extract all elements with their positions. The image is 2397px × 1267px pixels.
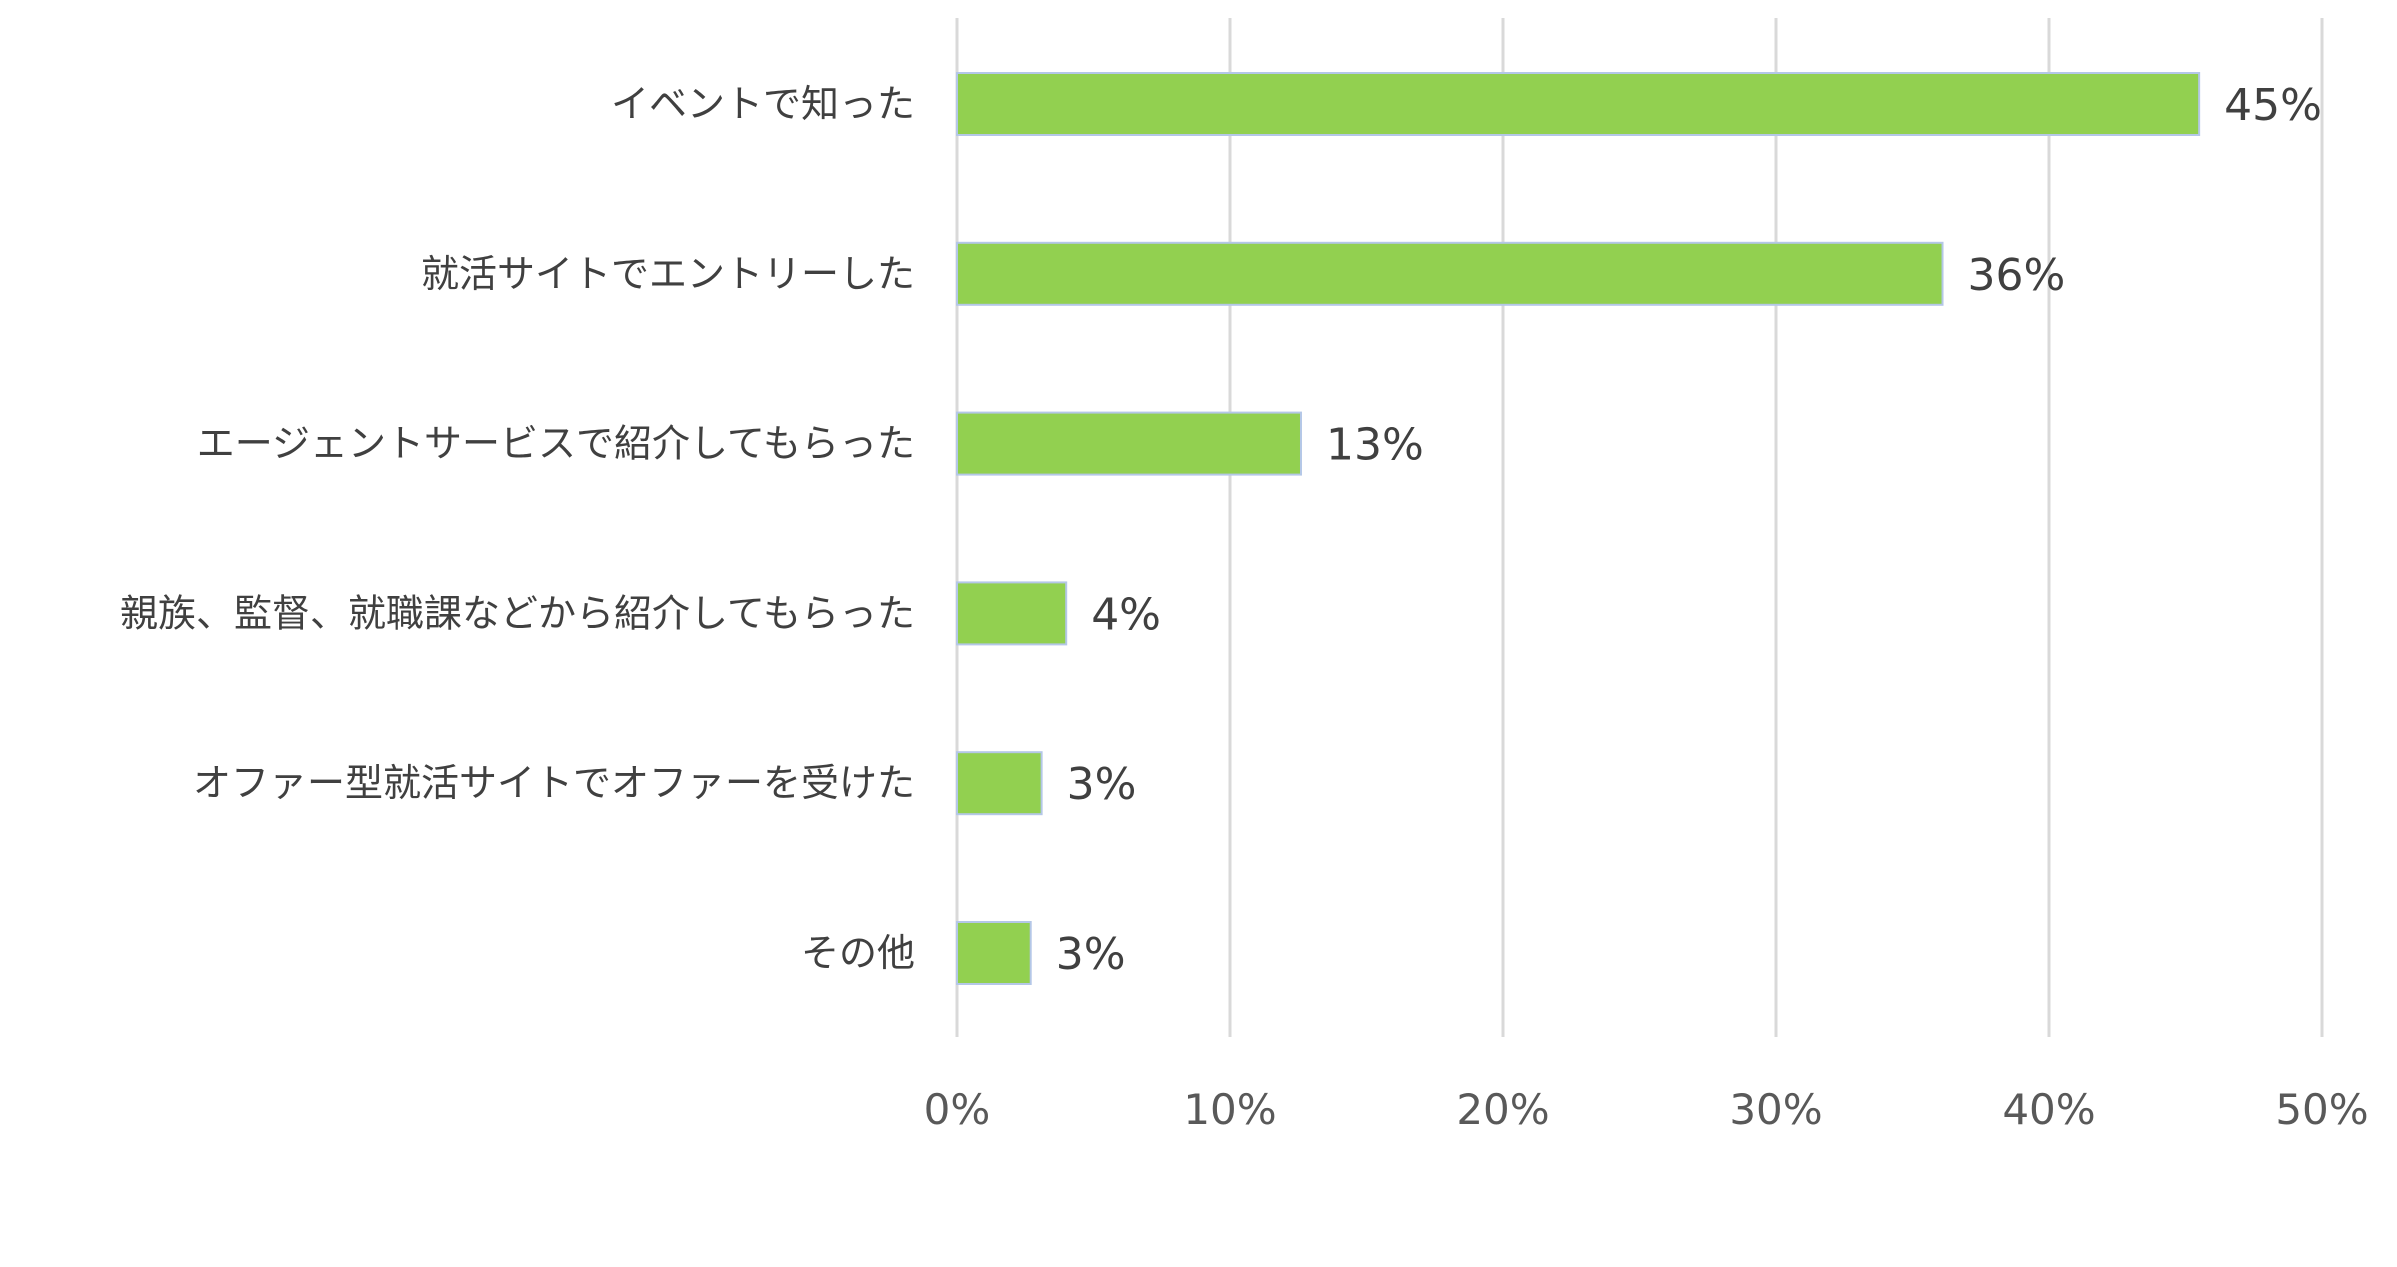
category-label: その他	[801, 931, 915, 975]
category-labels: イベントで知った就活サイトでエントリーしたエージェントサービスで紹介してもらった…	[120, 82, 915, 975]
bar	[956, 72, 2201, 136]
bar	[956, 751, 1043, 816]
bars	[956, 72, 2201, 985]
x-tick-label: 0%	[924, 1085, 991, 1134]
category-label: エージェントサービスで紹介してもらった	[197, 422, 915, 466]
category-label: オファー型就活サイトでオファーを受けた	[193, 761, 915, 805]
bar	[956, 581, 1068, 646]
bar	[956, 921, 1032, 985]
x-tick-label: 10%	[1183, 1085, 1276, 1134]
data-label: 45%	[2224, 80, 2322, 131]
category-label: イベントで知った	[611, 82, 915, 126]
x-tick-label: 20%	[1456, 1085, 1549, 1134]
data-label: 3%	[1067, 759, 1137, 810]
x-axis-ticks: 0% 10% 20% 30% 40% 50%	[924, 1085, 2369, 1134]
x-tick-label: 50%	[2275, 1085, 2368, 1134]
data-label: 4%	[1091, 589, 1161, 640]
bar	[956, 411, 1302, 476]
bar	[956, 241, 1944, 306]
data-label: 36%	[1968, 250, 2066, 301]
x-tick-label: 30%	[1729, 1085, 1822, 1134]
category-label: 親族、監督、就職課などから紹介してもらった	[120, 591, 915, 635]
data-labels: 45% 36% 13% 4% 3% 3%	[1056, 80, 2322, 980]
data-label: 13%	[1326, 420, 1424, 471]
x-tick-label: 40%	[2002, 1085, 2095, 1134]
data-label: 3%	[1056, 929, 1126, 980]
gridlines	[955, 18, 2324, 1037]
category-label: 就活サイトでエントリーした	[421, 252, 915, 296]
